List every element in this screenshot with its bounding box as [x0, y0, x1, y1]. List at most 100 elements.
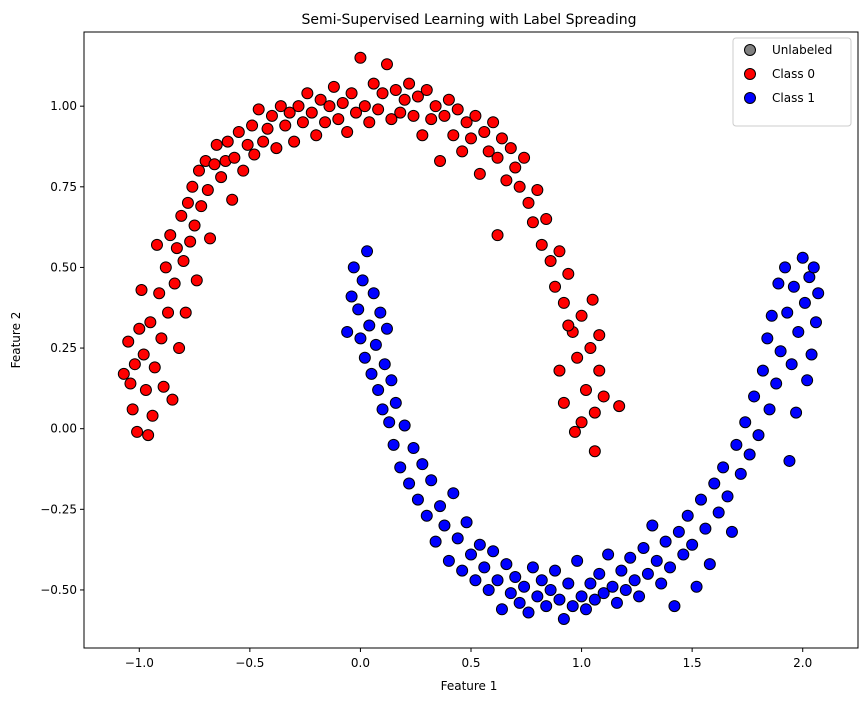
point-class-0-100 [473, 167, 486, 180]
x-axis-ticks: −1.0 −0.5 0.0 0.5 1.0 1.5 2.0 [125, 648, 812, 670]
legend-marker-class-0 [744, 68, 756, 80]
point-class-1-100 [743, 448, 756, 461]
point-class-1-55 [544, 583, 557, 596]
point-class-1-12 [372, 383, 385, 396]
point-class-0-84 [403, 77, 416, 90]
point-class-1-18 [385, 374, 398, 387]
point-class-1-54 [540, 600, 553, 613]
point-class-0-26 [177, 254, 190, 267]
point-class-1-41 [482, 583, 495, 596]
point-class-1-11 [369, 338, 382, 351]
point-class-1-77 [641, 567, 654, 580]
point-class-0-48 [246, 119, 259, 132]
point-class-0-21 [166, 393, 179, 406]
point-class-1-82 [664, 561, 677, 574]
point-class-0-42 [221, 135, 234, 148]
point-class-1-50 [522, 606, 535, 619]
point-class-1-123 [809, 316, 822, 329]
point-class-1-101 [748, 390, 761, 403]
point-class-1-118 [798, 296, 811, 309]
point-class-0-16 [155, 332, 168, 345]
point-class-0-114 [491, 229, 504, 242]
point-class-1-63 [579, 603, 592, 616]
point-class-0-117 [544, 254, 557, 267]
point-class-0-50 [252, 103, 265, 116]
point-class-0-30 [186, 180, 199, 193]
point-class-0-2 [124, 377, 137, 390]
point-class-0-11 [144, 316, 157, 329]
point-class-0-103 [487, 116, 500, 129]
point-class-1-111 [781, 306, 794, 319]
point-class-1-58 [557, 612, 570, 625]
point-class-0-60 [296, 116, 309, 129]
point-class-1-89 [694, 493, 707, 506]
point-class-1-102 [752, 429, 765, 442]
point-class-1-57 [553, 593, 566, 606]
point-class-0-17 [157, 380, 170, 393]
point-class-1-83 [668, 600, 681, 613]
legend-box [732, 37, 852, 127]
point-class-1-59 [562, 577, 575, 590]
point-class-0-4 [128, 358, 141, 371]
point-class-1-78 [646, 519, 659, 532]
point-class-1-114 [787, 280, 800, 293]
point-class-0-24 [173, 342, 186, 355]
point-class-1-68 [602, 548, 615, 561]
point-class-0-109 [513, 180, 526, 193]
point-class-1-96 [725, 525, 738, 538]
point-class-0-75 [363, 116, 376, 129]
point-class-1-43 [491, 574, 504, 587]
point-class-0-74 [358, 100, 371, 113]
point-class-0-63 [310, 129, 323, 142]
point-class-1-88 [690, 580, 703, 593]
point-class-0-96 [456, 145, 469, 158]
point-class-0-88 [420, 84, 433, 97]
x-tick-label: 0.0 [351, 656, 370, 670]
point-class-0-102 [482, 145, 495, 158]
point-class-0-64 [314, 93, 327, 106]
point-class-0-45 [232, 125, 245, 138]
point-class-1-91 [703, 558, 716, 571]
point-class-0-29 [184, 235, 197, 248]
point-class-0-39 [210, 138, 223, 151]
point-class-0-6 [133, 322, 146, 335]
point-class-1-66 [593, 567, 606, 580]
point-class-1-26 [416, 458, 429, 471]
point-class-1-8 [363, 319, 376, 332]
point-class-0-129 [593, 364, 606, 377]
point-class-0-104 [491, 151, 504, 164]
point-class-0-5 [131, 425, 144, 438]
point-class-1-103 [756, 364, 769, 377]
legend-label-class-0: Class 0 [772, 67, 815, 81]
y-axis-ticks: −0.50 −0.25 0.00 0.25 0.50 0.75 1.00 [40, 99, 84, 597]
x-tick-label: −1.0 [125, 656, 154, 670]
point-class-0-7 [135, 284, 148, 297]
point-class-1-117 [796, 251, 809, 264]
point-class-1-110 [779, 261, 792, 274]
point-class-1-45 [500, 558, 513, 571]
point-class-0-43 [226, 193, 239, 206]
point-class-1-116 [792, 325, 805, 338]
point-class-1-113 [785, 358, 798, 371]
point-class-1-53 [535, 574, 548, 587]
point-class-0-57 [283, 106, 296, 119]
y-axis-label: Feature 2 [9, 312, 23, 369]
point-class-1-71 [615, 564, 628, 577]
point-class-0-120 [557, 296, 570, 309]
x-tick-label: 2.0 [793, 656, 812, 670]
point-class-0-15 [153, 287, 166, 300]
x-tick-label: 0.5 [461, 656, 480, 670]
point-class-1-62 [575, 590, 588, 603]
x-tick-label: 1.5 [683, 656, 702, 670]
point-class-1-94 [717, 461, 730, 474]
point-class-0-31 [188, 219, 201, 232]
point-class-1-74 [628, 574, 641, 587]
point-class-1-27 [420, 509, 433, 522]
point-class-0-123 [571, 351, 584, 364]
point-class-0-56 [279, 119, 292, 132]
point-class-0-106 [500, 174, 513, 187]
point-class-0-62 [305, 106, 318, 119]
point-class-1-51 [526, 561, 539, 574]
point-class-0-92 [438, 109, 451, 122]
point-class-1-6 [358, 351, 371, 364]
